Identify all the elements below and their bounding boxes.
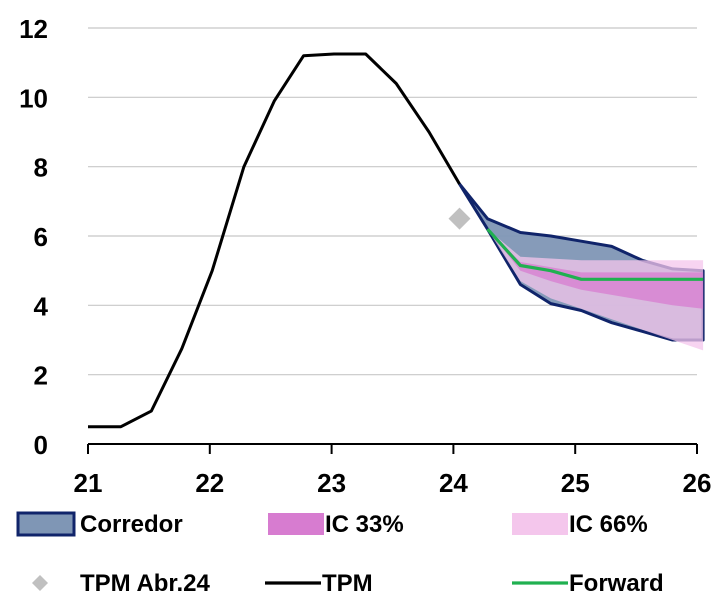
legend-label-ic-33-: IC 33% [325, 511, 404, 538]
series-line-tpm [88, 52, 461, 429]
legend-label-tpm: TPM [322, 570, 373, 597]
marker-tpm-abr-24-0 [448, 207, 471, 230]
series-lines [88, 52, 704, 429]
x-tick-label: 23 [317, 468, 346, 498]
bands [458, 182, 705, 351]
legend-swatch-ic-66- [512, 513, 568, 535]
legend-swatch-tpm-abr-24 [32, 575, 48, 591]
band-ic-33- [487, 229, 704, 309]
x-tick-label: 26 [683, 468, 712, 498]
legend-swatch-corredor [16, 511, 76, 537]
y-tick-label: 12 [19, 14, 48, 44]
x-tick-label: 24 [439, 468, 468, 498]
x-tick-label: 21 [74, 468, 103, 498]
legend-label-corredor: Corredor [80, 511, 183, 538]
legend: Corredor IC 33% IC 66% TPM Abr.24 TPM Forward [16, 511, 664, 597]
gridlines [88, 27, 697, 376]
y-tick-label: 10 [19, 83, 48, 113]
x-tick-label: 22 [195, 468, 224, 498]
y-tick-label: 0 [34, 430, 48, 460]
legend-label-tpm-abr-24: TPM Abr.24 [80, 570, 210, 597]
axes [87, 443, 698, 454]
series-line-forward [486, 228, 704, 281]
y-tick-label: 4 [34, 291, 49, 321]
y-tick-label: 6 [34, 222, 48, 252]
y-tick-label: 2 [34, 361, 48, 391]
x-tick-label: 25 [561, 468, 590, 498]
legend-label-ic-66-: IC 66% [569, 511, 648, 538]
markers [448, 207, 471, 230]
legend-label-forward: Forward [569, 570, 664, 597]
y-tick-label: 8 [34, 153, 48, 183]
legend-swatch-ic-33- [268, 513, 324, 535]
